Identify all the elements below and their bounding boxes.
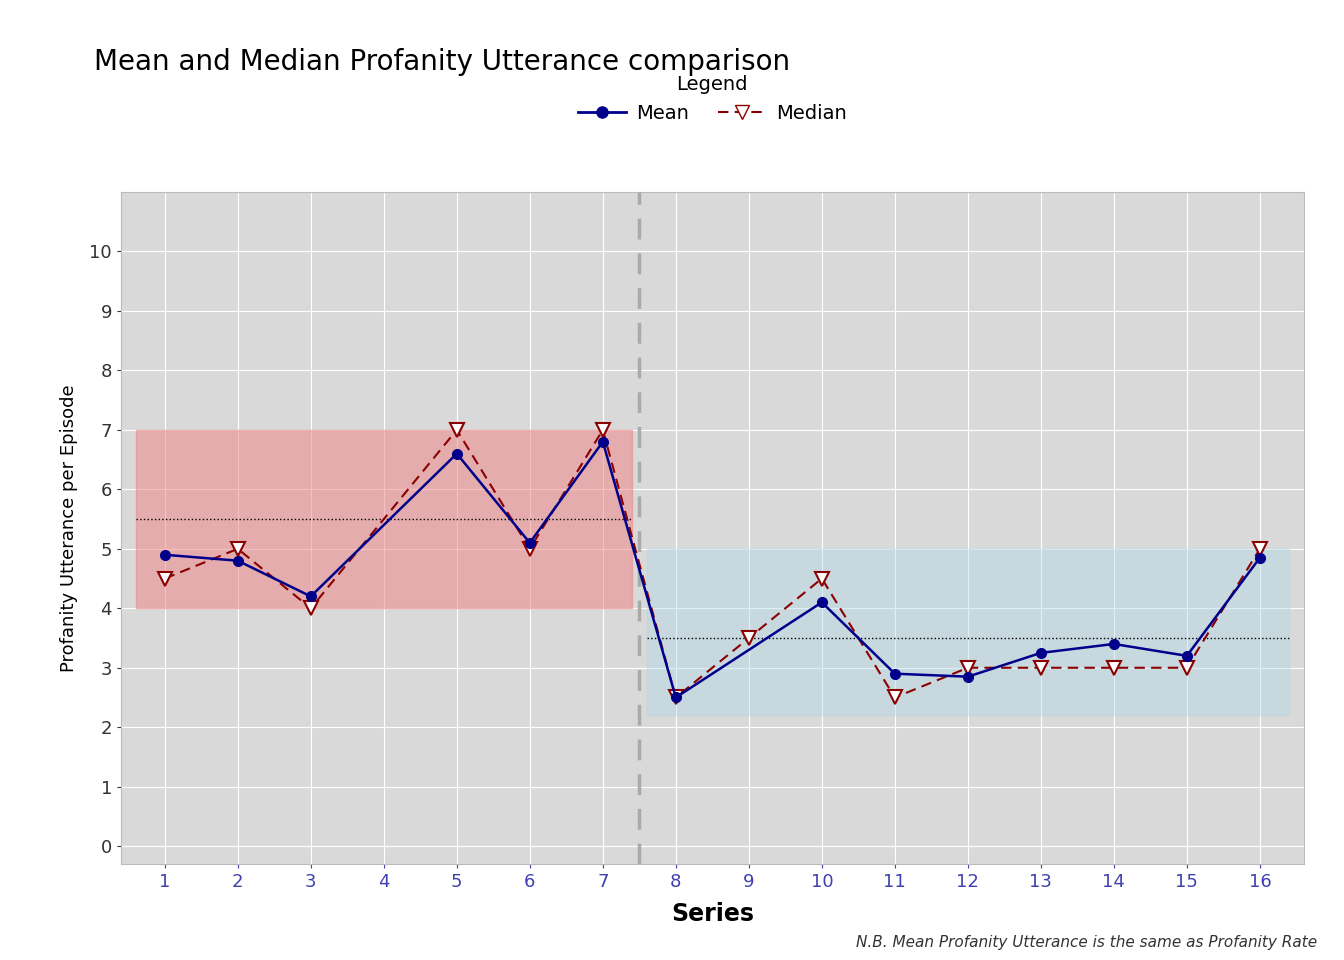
X-axis label: Series: Series [671,902,754,926]
Text: Mean and Median Profanity Utterance comparison: Mean and Median Profanity Utterance comp… [94,48,790,76]
Y-axis label: Profanity Utterance per Episode: Profanity Utterance per Episode [60,384,78,672]
Text: N.B. Mean Profanity Utterance is the same as Profanity Rate: N.B. Mean Profanity Utterance is the sam… [856,935,1317,950]
Legend: Mean, Median: Mean, Median [570,67,855,131]
